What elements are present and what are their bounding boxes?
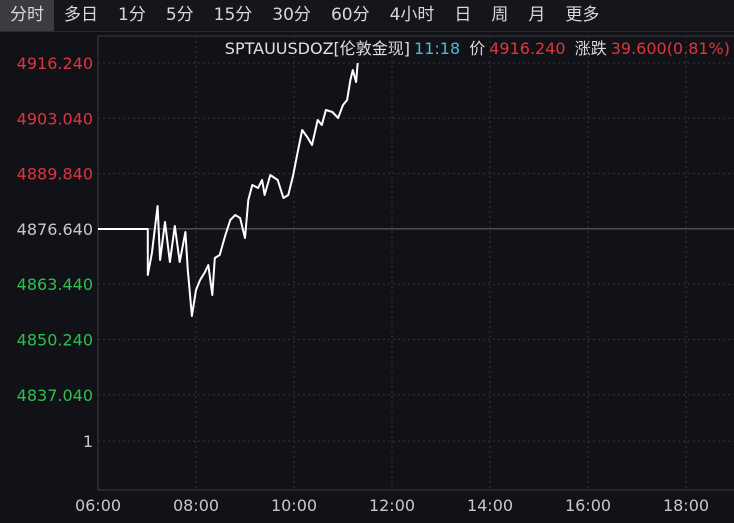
tab-1[interactable]: 多日 [64,5,98,25]
price-line [98,63,359,317]
x-tick-label: 14:00 [467,496,513,515]
y-tick-label: 4889.840 [17,165,93,184]
price-value: 4916.240 [489,39,566,58]
quote-header: SPTAUUSDOZ[伦敦金现] 11:18 价 4916.240 涨跌 39.600… [221,35,730,59]
tab-3[interactable]: 5分 [165,5,194,25]
x-tick-label: 08:00 [173,496,219,515]
tab-10[interactable]: 月 [528,5,546,25]
change-value: 39.600(0.81%) [610,39,730,58]
x-tick-label: 16:00 [565,496,611,515]
tab-11[interactable]: 更多 [565,5,600,25]
tab-7[interactable]: 4小时 [389,5,435,25]
y-tick-label: 4863.440 [17,275,93,294]
x-tick-label: 12:00 [369,496,415,515]
period-tab-bar: 分时 多日 1分 5分 15分 30分 60分 4小时日周月更多 [0,0,734,32]
y-tick-label: 4850.240 [17,331,93,350]
tab-2[interactable]: 1分 [118,5,146,25]
y-tick-label: 4916.240 [17,54,93,73]
x-tick-label: 18:00 [663,496,709,515]
y-tick-label: 4876.640 [17,220,93,239]
x-tick-label: 10:00 [271,496,317,515]
tab-0[interactable]: 分时 [0,0,54,31]
x-tick-label: 06:00 [75,496,121,515]
tab-6[interactable]: 60分 [330,5,370,25]
tab-4[interactable]: 15分 [213,5,253,25]
y-tick-label: 4903.040 [17,109,93,128]
symbol-name: SPTAUUSDOZ[伦敦金现] [224,39,411,58]
quote-time: 11:18 [414,39,461,58]
change-label: 涨跌 [574,39,607,58]
tab-8[interactable]: 日 [454,5,472,25]
tab-5[interactable]: 30分 [272,5,311,25]
tab-9[interactable]: 周 [491,5,509,25]
y-tick-label: 1 [83,432,93,451]
y-tick-label: 4837.040 [17,386,93,405]
price-label: 价 [469,39,486,58]
